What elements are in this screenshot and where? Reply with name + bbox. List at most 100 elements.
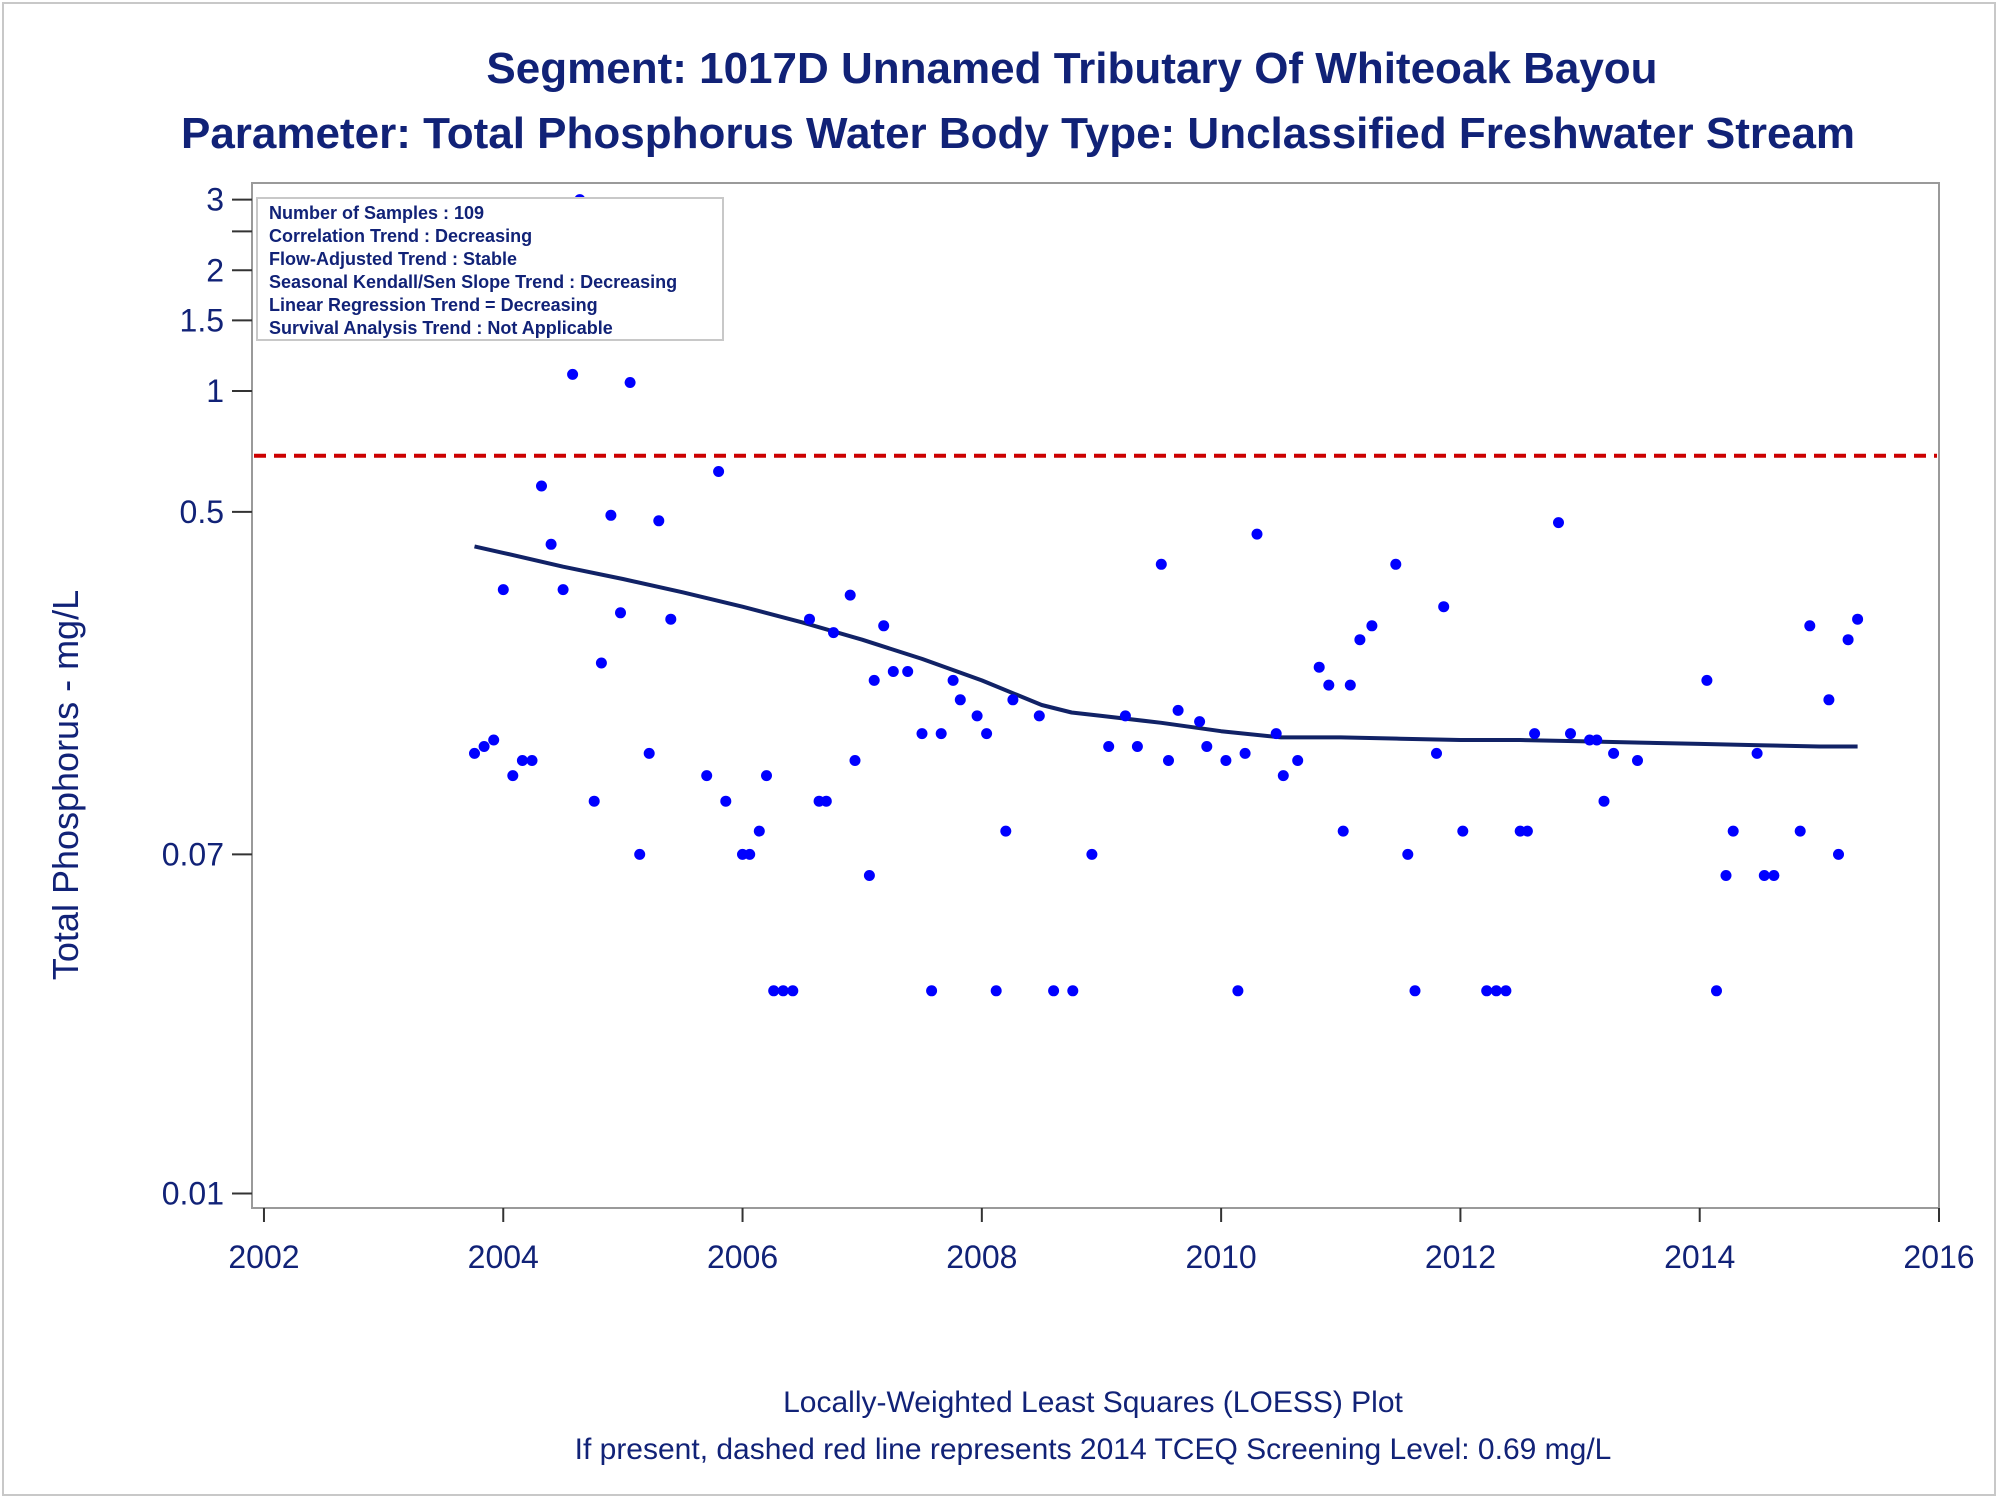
data-point <box>1833 848 1844 860</box>
data-point <box>1632 755 1643 766</box>
data-point <box>1490 985 1502 997</box>
data-point <box>1591 734 1603 746</box>
data-point <box>761 770 772 782</box>
data-point <box>1337 825 1349 837</box>
data-point <box>1277 770 1289 782</box>
data-point <box>536 480 547 492</box>
data-point <box>497 584 509 596</box>
data-point <box>1048 985 1060 997</box>
data-point <box>954 694 966 706</box>
data-point <box>787 985 799 997</box>
data-point <box>1163 755 1174 766</box>
x-tick-label: 2014 <box>1664 1239 1735 1275</box>
x-tick-label: 2008 <box>946 1239 1017 1275</box>
data-point <box>701 770 713 782</box>
data-point <box>1220 755 1232 766</box>
data-point <box>1007 694 1019 706</box>
data-point <box>615 607 626 619</box>
data-point <box>516 755 528 766</box>
data-point <box>981 728 993 740</box>
data-point <box>605 509 617 521</box>
data-point <box>634 848 646 860</box>
info-box: Number of Samples : 109 Correlation Tren… <box>256 197 724 341</box>
x-tick-label: 2004 <box>468 1239 539 1275</box>
y-tick-label: 1.5 <box>180 302 224 338</box>
chart-title: Segment: 1017D Unnamed Tributary Of Whit… <box>486 44 1657 93</box>
footnote-loess: Locally-Weighted Least Squares (LOESS) P… <box>783 1386 1403 1419</box>
data-point <box>1794 825 1806 837</box>
data-point <box>545 538 557 550</box>
data-point <box>1758 870 1770 881</box>
data-point <box>1529 728 1541 740</box>
data-point <box>744 848 756 860</box>
data-point <box>1251 528 1263 540</box>
data-point <box>1201 741 1213 752</box>
y-tick-label: 0.5 <box>180 494 224 530</box>
y-tick-label: 1 <box>206 373 224 409</box>
data-point <box>868 674 880 686</box>
y-tick-label: 3 <box>206 182 224 218</box>
data-point <box>1155 558 1167 570</box>
data-point <box>1438 601 1450 613</box>
info-linear-regression-trend: Linear Regression Trend = Decreasing <box>269 295 598 315</box>
data-point <box>1119 710 1131 722</box>
data-point <box>1172 704 1184 716</box>
data-point <box>557 584 569 596</box>
y-tick-label: 0.07 <box>162 836 224 872</box>
data-point <box>1598 795 1610 807</box>
x-tick-label: 2016 <box>1903 1239 1974 1275</box>
x-tick-label: 2006 <box>707 1239 778 1275</box>
data-point <box>947 674 959 686</box>
data-point <box>971 710 983 722</box>
data-point <box>844 589 856 601</box>
data-point <box>643 747 655 759</box>
data-point <box>1354 634 1366 646</box>
y-tick-label: 2 <box>206 252 224 288</box>
info-survival-analysis-trend: Survival Analysis Trend : Not Applicable <box>269 318 613 338</box>
data-point <box>1313 661 1325 673</box>
data-point <box>820 795 832 807</box>
data-point <box>1402 848 1414 860</box>
data-point <box>887 666 899 677</box>
data-point <box>935 728 947 740</box>
data-point <box>1481 985 1493 997</box>
y-tick-label: 0.01 <box>162 1175 224 1211</box>
data-point <box>595 657 607 669</box>
data-point <box>990 985 1002 997</box>
plot-area <box>251 182 1940 1209</box>
data-point <box>1323 679 1335 691</box>
data-point <box>878 620 890 632</box>
data-point <box>488 734 500 746</box>
data-point <box>624 377 636 388</box>
data-point <box>1292 755 1304 766</box>
data-point <box>1804 620 1816 632</box>
chart-subtitle: Parameter: Total Phosphorus Water Body T… <box>181 109 1855 158</box>
loess-trend-line <box>474 544 1858 749</box>
data-point <box>916 728 928 740</box>
data-point <box>777 985 789 997</box>
data-point <box>1431 747 1442 759</box>
data-point <box>1131 741 1143 752</box>
data-point <box>1842 634 1854 646</box>
x-tick-label: 2012 <box>1425 1239 1496 1275</box>
data-point <box>1086 848 1098 860</box>
info-flow-adjusted-trend: Flow-Adjusted Trend : Stable <box>269 249 517 269</box>
data-point <box>1711 985 1722 997</box>
data-point <box>1232 985 1244 997</box>
data-point <box>1103 741 1115 752</box>
x-tick-label: 2002 <box>228 1239 299 1275</box>
data-point <box>1067 985 1079 997</box>
data-point <box>863 870 875 881</box>
y-axis: 0.01 0.07 0.5 1 1.5 2 3 <box>162 182 252 1211</box>
data-point <box>1852 613 1864 625</box>
data-point <box>1608 747 1620 759</box>
y-axis-title: Total Phosphorus - mg/L <box>45 590 86 980</box>
data-point <box>926 985 938 997</box>
data-point <box>1823 694 1835 706</box>
data-point <box>1390 558 1402 570</box>
data-point <box>828 627 839 639</box>
data-point <box>1553 517 1564 529</box>
data-point <box>768 985 780 997</box>
